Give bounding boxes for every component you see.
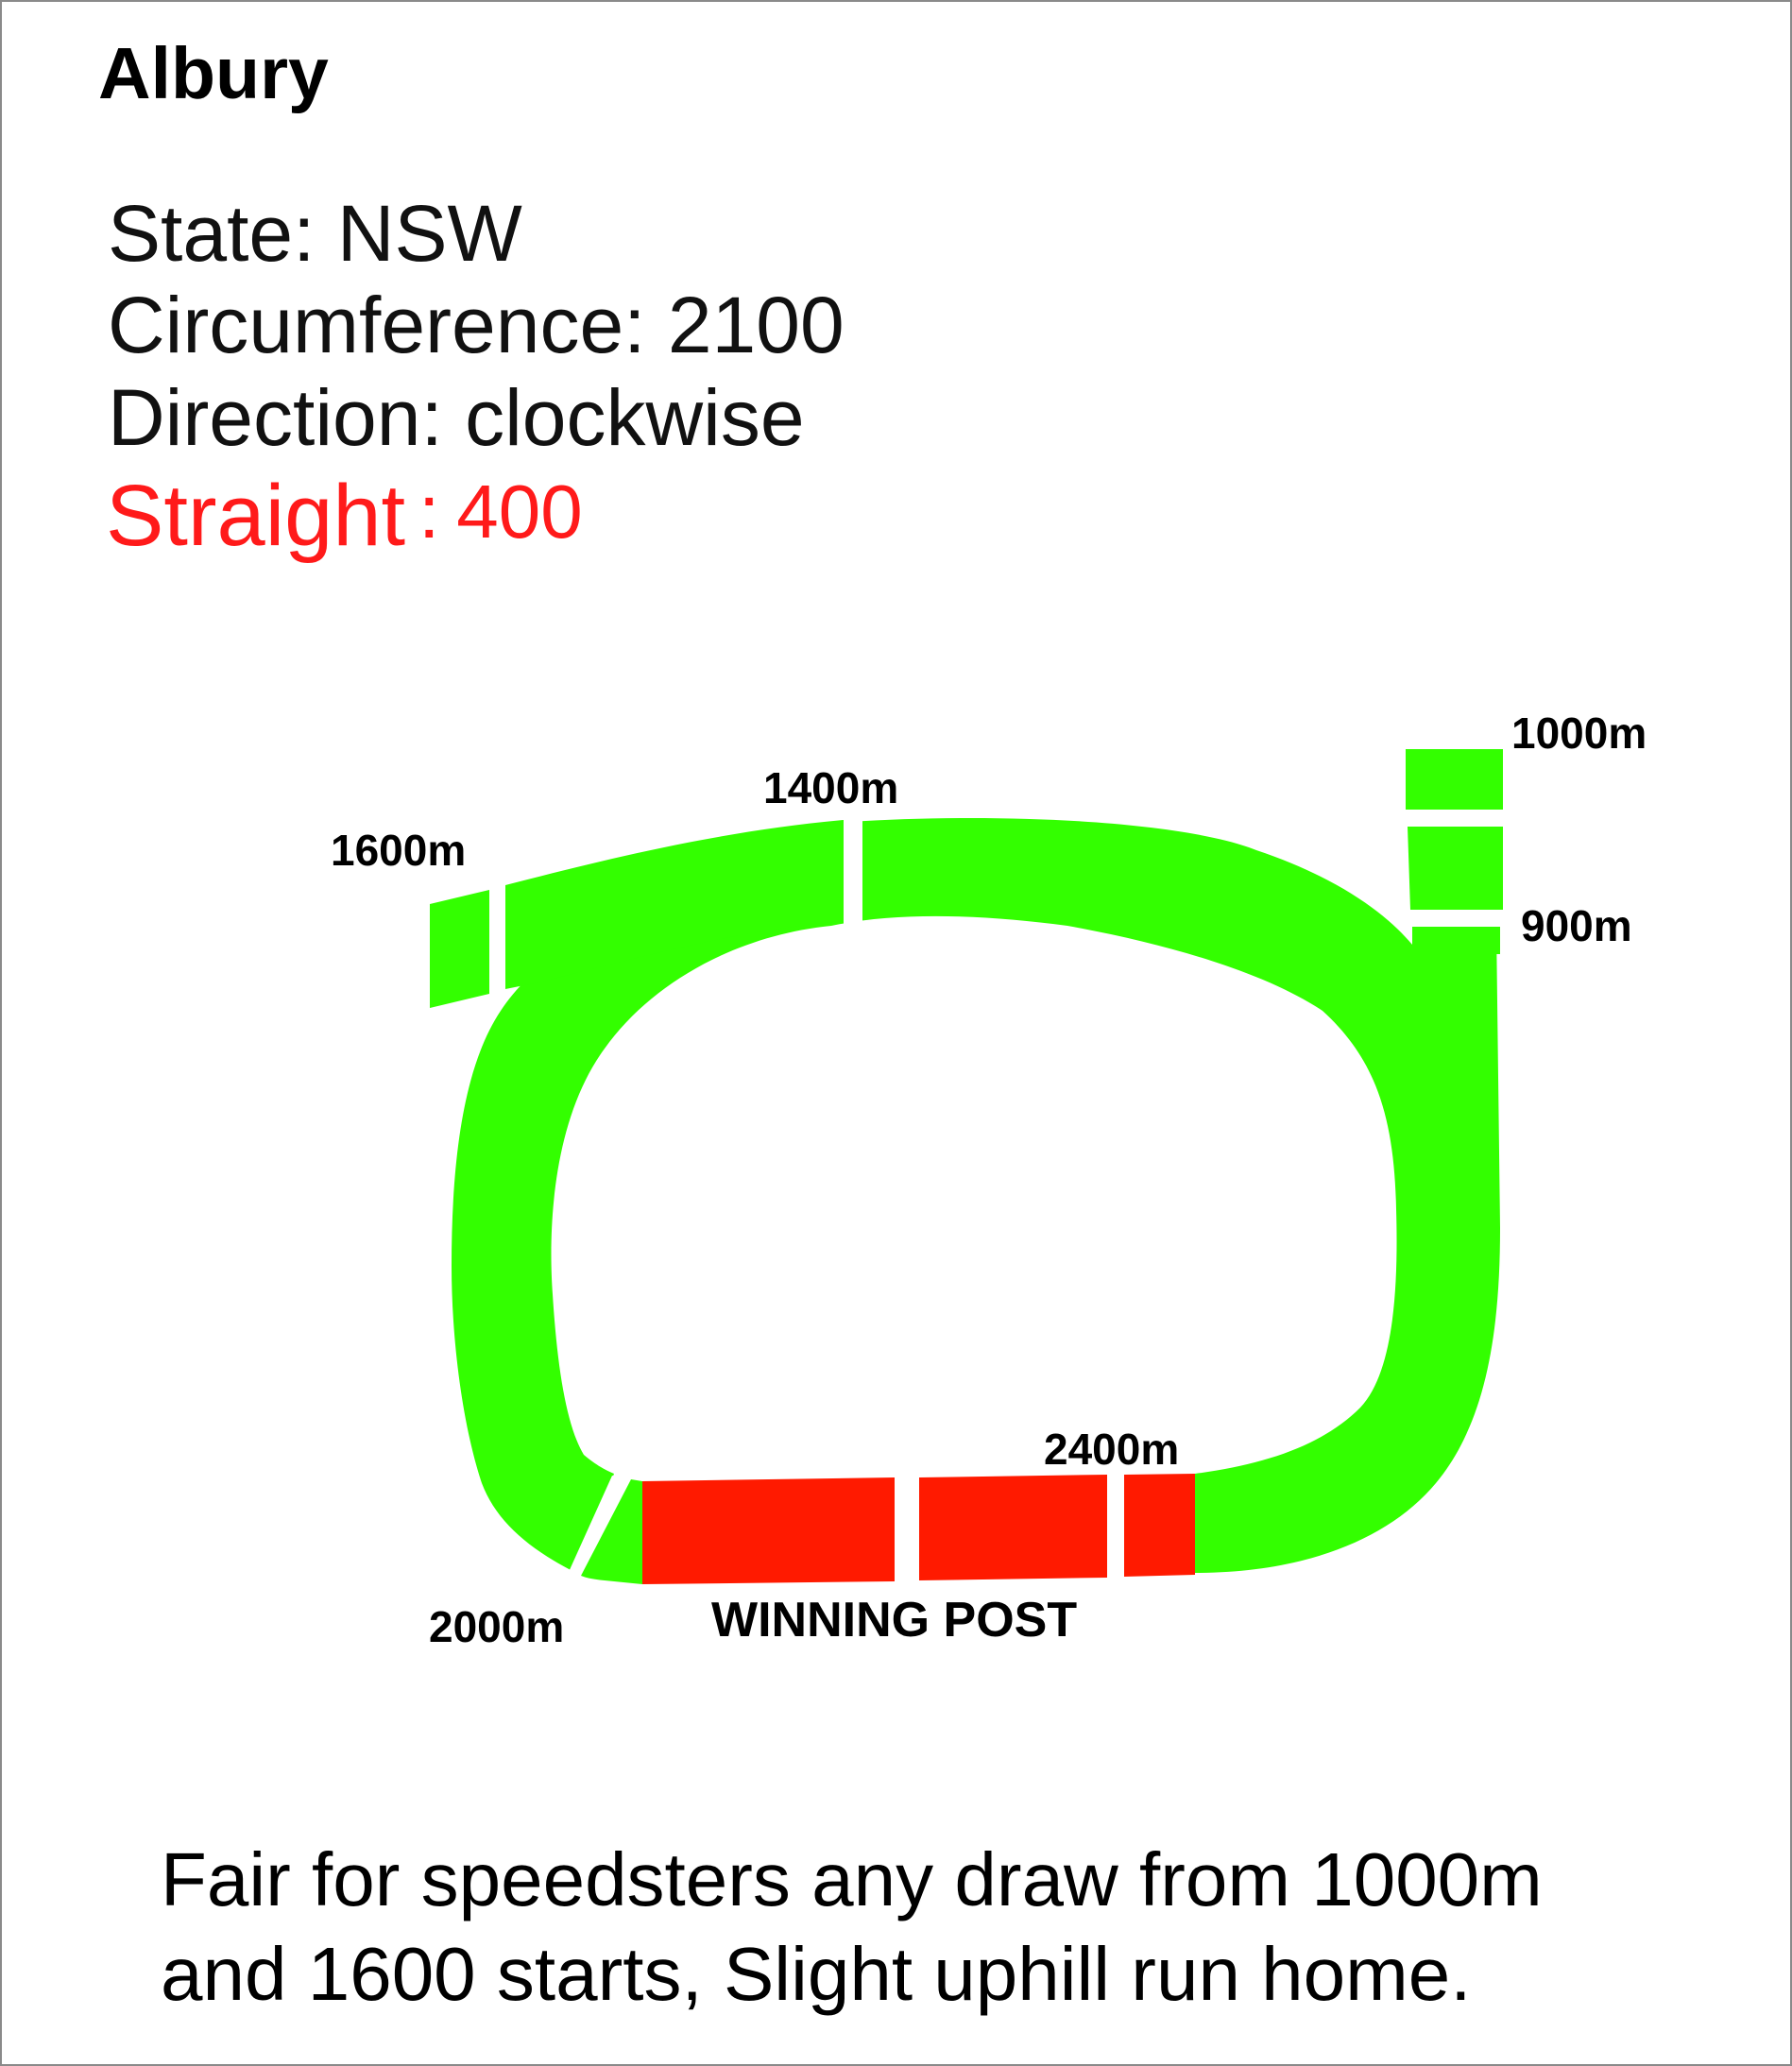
gap-900	[1406, 910, 1505, 927]
track-chute-1600	[430, 890, 489, 1008]
venue-title: Albury	[98, 33, 329, 114]
straight-segment-2	[919, 1475, 1107, 1580]
straight-label: Straight	[106, 468, 406, 564]
straight-separator: :	[418, 470, 440, 554]
track-chute-1000	[1406, 749, 1503, 810]
track-note: Fair for speedsters any draw from 1000m …	[161, 1833, 1748, 2022]
circumference-stat: Circumference: 2100	[108, 281, 845, 369]
marker-1600m: 1600m	[331, 826, 466, 875]
gap-2000	[569, 1476, 631, 1578]
track-chute-900	[1408, 827, 1503, 910]
marker-1000m: 1000m	[1511, 709, 1647, 758]
track-note-line-1: Fair for speedsters any draw from 1000m	[161, 1837, 1543, 1921]
track-chute-join	[1412, 927, 1500, 954]
state-stat: State: NSW	[108, 189, 522, 278]
marker-2000m: 2000m	[429, 1602, 564, 1651]
straight-value: 400	[456, 470, 583, 554]
marker-2400m: 2400m	[1044, 1425, 1179, 1474]
gap-1400	[844, 812, 862, 931]
track-bottom-left	[581, 1479, 642, 1584]
winning-post-label: WINNING POST	[711, 1593, 1077, 1648]
track-note-line-2: and 1600 starts, Slight uphill run home.	[161, 1932, 1472, 2016]
track-oval	[452, 817, 1500, 1573]
straight-segment-1	[642, 1477, 895, 1584]
track-top-left	[505, 820, 844, 989]
marker-1400m: 1400m	[763, 763, 898, 812]
straight-segment-3	[1124, 1474, 1195, 1577]
direction-stat: Direction: clockwise	[108, 373, 805, 462]
marker-900m: 900m	[1521, 901, 1632, 950]
straight-stat: Straight:400	[106, 472, 583, 559]
